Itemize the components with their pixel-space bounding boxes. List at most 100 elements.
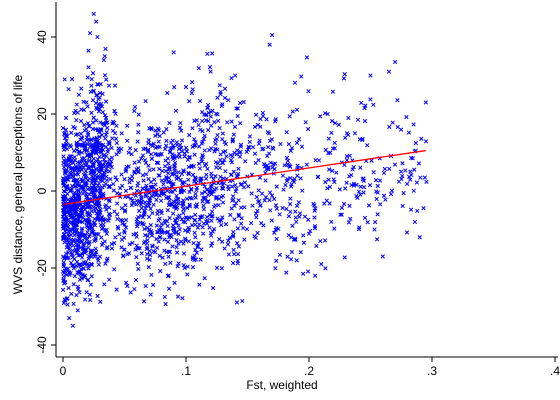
data-point	[253, 211, 259, 216]
data-point	[139, 156, 144, 161]
data-point	[113, 175, 118, 180]
data-point	[422, 175, 428, 180]
data-point	[220, 239, 225, 244]
data-point	[213, 137, 218, 143]
data-point	[220, 215, 225, 220]
data-point	[187, 204, 193, 209]
data-point	[107, 198, 112, 204]
data-point	[117, 232, 122, 237]
data-point	[236, 244, 242, 249]
data-point	[145, 252, 150, 257]
data-point	[192, 230, 197, 235]
data-point	[82, 146, 88, 151]
data-point	[365, 220, 370, 225]
data-point	[210, 108, 215, 113]
data-point	[110, 136, 115, 141]
data-point	[79, 179, 85, 184]
data-point	[326, 136, 331, 141]
data-point	[114, 123, 119, 128]
data-point	[172, 217, 178, 222]
data-point	[362, 105, 367, 111]
data-points	[60, 11, 429, 328]
data-point	[223, 169, 228, 174]
data-point	[144, 256, 150, 261]
data-point	[61, 256, 67, 261]
data-point	[74, 223, 79, 228]
data-point	[75, 238, 80, 244]
data-point	[165, 274, 171, 279]
data-point	[230, 137, 235, 142]
data-point	[77, 277, 83, 282]
data-point	[282, 163, 287, 168]
data-point	[184, 196, 190, 201]
data-point	[423, 100, 429, 105]
data-point	[122, 207, 128, 213]
data-point	[339, 212, 344, 217]
data-point	[274, 236, 279, 242]
data-point	[129, 202, 134, 208]
data-point	[330, 89, 336, 94]
data-point	[74, 188, 80, 193]
data-point	[423, 139, 429, 144]
data-point	[404, 114, 409, 120]
data-point	[323, 147, 328, 153]
data-point	[229, 184, 235, 189]
data-point	[316, 158, 322, 163]
data-point	[424, 179, 429, 184]
data-point	[411, 188, 416, 193]
data-point	[62, 194, 68, 199]
data-point	[143, 283, 148, 289]
data-point	[136, 159, 142, 164]
data-point	[214, 265, 220, 270]
data-point	[80, 246, 85, 251]
data-point	[237, 100, 243, 106]
data-point	[277, 212, 282, 217]
data-point	[98, 143, 104, 148]
data-point	[323, 179, 328, 185]
data-point	[89, 254, 94, 259]
data-point	[119, 206, 125, 211]
data-point	[141, 222, 146, 227]
data-point	[63, 115, 69, 121]
data-point	[213, 174, 218, 179]
data-point	[68, 144, 74, 150]
data-point	[207, 225, 212, 230]
data-point	[267, 138, 273, 143]
data-point	[180, 200, 186, 206]
data-point	[277, 252, 282, 257]
data-point	[421, 206, 426, 211]
data-point	[374, 237, 380, 242]
data-point	[71, 124, 76, 130]
data-point	[298, 250, 303, 255]
data-point	[361, 190, 366, 195]
data-point	[265, 130, 271, 135]
data-point	[211, 177, 216, 182]
data-point	[208, 189, 213, 195]
data-point	[215, 132, 220, 138]
data-point	[285, 254, 290, 259]
data-point	[162, 218, 167, 223]
data-point	[91, 169, 97, 174]
data-point	[99, 235, 104, 240]
data-point	[125, 138, 130, 143]
data-point	[308, 228, 313, 234]
data-point	[205, 105, 211, 111]
data-point	[332, 140, 337, 146]
data-point	[107, 277, 112, 282]
data-point	[155, 160, 161, 166]
data-point	[172, 168, 177, 173]
data-point	[232, 203, 237, 208]
data-point	[404, 230, 410, 235]
data-point	[181, 207, 186, 212]
data-point	[329, 118, 335, 124]
data-point	[85, 75, 90, 80]
data-point	[313, 158, 318, 163]
data-point	[92, 201, 97, 207]
data-point	[147, 167, 152, 173]
data-point	[130, 174, 135, 179]
data-point	[390, 120, 395, 125]
data-point	[259, 191, 265, 196]
data-point	[221, 176, 226, 181]
data-point	[210, 285, 216, 291]
data-point	[175, 294, 181, 299]
